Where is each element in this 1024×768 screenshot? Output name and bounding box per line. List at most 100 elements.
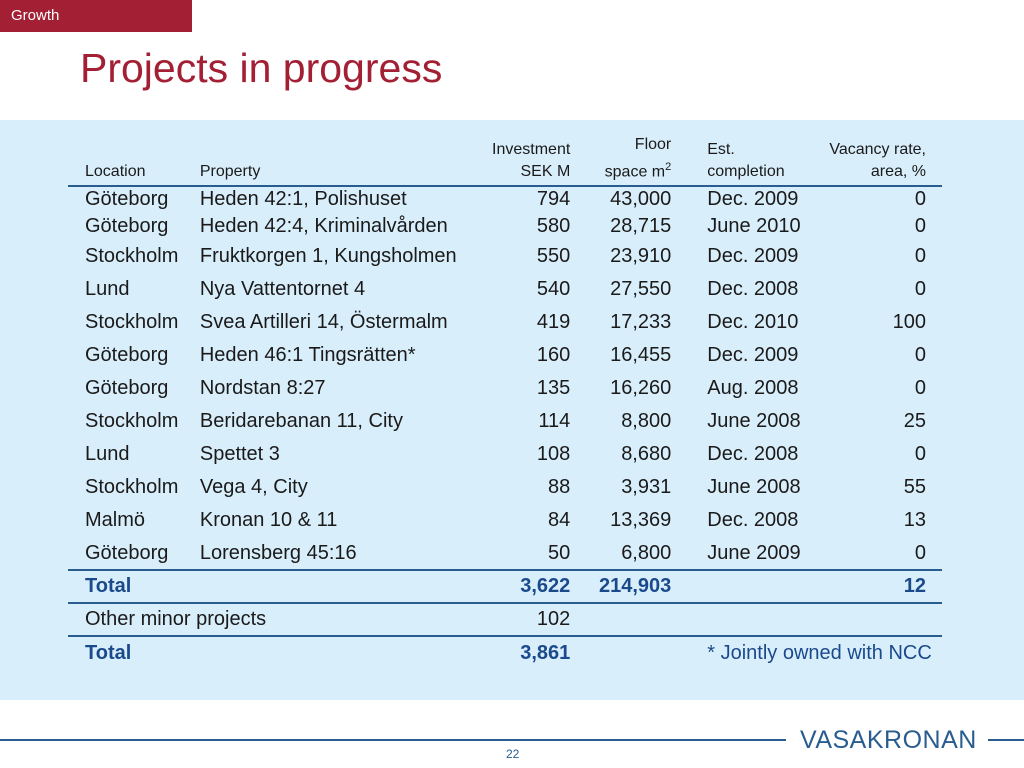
table-row: Lund Nya Vattentornet 4 540 27,550 Dec. 2008… — [68, 273, 942, 306]
other-projects-floor-space — [570, 602, 672, 637]
cell-floor-space: 13,369 — [610, 509, 672, 532]
cell-vacancy: 13 — [903, 509, 926, 532]
cell-investment: 84 — [548, 509, 571, 532]
cell-floor-space: 27,550 — [610, 278, 672, 301]
cell-investment: 108 — [536, 443, 571, 466]
grand-total-floor-space — [570, 635, 672, 670]
cell-completion: Dec. 2008 — [707, 509, 799, 532]
cell-completion: Dec. 2009 — [707, 245, 799, 268]
cell-investment: 419 — [536, 311, 571, 334]
subtotal-row: Total 3,622 214,903 12 — [68, 569, 942, 604]
cell-location: Göteborg — [85, 541, 169, 564]
cell-floor-space: 16,455 — [610, 344, 672, 367]
cell-floor-space: 8,800 — [621, 410, 672, 433]
cell-completion: Dec. 2009 — [707, 344, 799, 367]
cell-vacancy: 0 — [914, 214, 926, 237]
other-projects-investment: 102 — [486, 602, 571, 637]
table-row: Göteborg Lorensberg 45:16 50 6,800 June 2009… — [68, 537, 942, 570]
cell-investment: 580 — [536, 214, 571, 237]
cell-vacancy: 0 — [914, 377, 926, 400]
footer-rule-right — [988, 739, 1024, 741]
cell-location: Göteborg — [85, 188, 169, 211]
footnote: * Jointly owned with NCC — [671, 635, 942, 670]
header-vacancy-line2: area, % — [870, 163, 926, 181]
header-completion-line2: completion — [707, 163, 785, 181]
cell-location: Stockholm — [85, 476, 179, 499]
section-tag: Growth — [0, 0, 192, 32]
cell-property: Svea Artilleri 14, Östermalm — [199, 311, 448, 334]
cell-property: Heden 46:1 Tingsrätten* — [199, 344, 416, 367]
cell-property: Spettet 3 — [199, 443, 280, 466]
header-investment-line2: SEK M — [520, 163, 571, 181]
footer-rule-left — [0, 739, 786, 741]
cell-floor-space: 17,233 — [610, 311, 672, 334]
table-row: Stockholm Fruktkorgen 1, Kungsholmen 550 23… — [68, 240, 942, 273]
header-vacancy: Vacancy rate, area, % — [800, 134, 942, 188]
table-header-row: Location Property Investment SEK M Floor… — [68, 134, 942, 188]
grand-total-row: Total 3,861 * Jointly owned with NCC — [68, 635, 942, 670]
cell-vacancy: 0 — [914, 278, 926, 301]
cell-vacancy: 0 — [914, 188, 926, 211]
cell-location: Lund — [85, 443, 130, 466]
projects-table: Location Property Investment SEK M Floor… — [68, 134, 942, 670]
other-projects-row: Other minor projects 102 — [68, 602, 942, 637]
cell-investment: 540 — [536, 278, 571, 301]
cell-vacancy: 0 — [914, 541, 926, 564]
cell-completion: Aug. 2008 — [707, 377, 799, 400]
cell-property: Nya Vattentornet 4 — [199, 278, 366, 301]
subtotal-investment: 3,622 — [486, 569, 571, 604]
table-row: Malmö Kronan 10 & 11 84 13,369 Dec. 2008 13 — [68, 504, 942, 537]
cell-floor-space: 6,800 — [621, 541, 672, 564]
other-projects-label: Other minor projects — [68, 602, 487, 637]
cell-completion: Dec. 2008 — [707, 443, 799, 466]
subtotal-completion — [671, 569, 801, 604]
cell-vacancy: 0 — [914, 443, 926, 466]
cell-location: Stockholm — [85, 245, 179, 268]
table-row: Göteborg Heden 46:1 Tingsrätten* 160 16,455… — [68, 339, 942, 372]
cell-location: Lund — [85, 278, 130, 301]
cell-location: Göteborg — [85, 344, 169, 367]
header-vacancy-line1: Vacancy rate, — [829, 141, 926, 159]
cell-investment: 88 — [548, 476, 571, 499]
header-completion-line1: Est. — [707, 141, 735, 159]
cell-floor-space: 28,715 — [610, 214, 672, 237]
header-completion: Est. completion — [671, 134, 801, 188]
header-investment: Investment SEK M — [486, 134, 571, 188]
subtotal-floor-space: 214,903 — [570, 569, 672, 604]
cell-location: Malmö — [85, 509, 146, 532]
cell-vacancy: 55 — [903, 476, 926, 499]
table-row: Stockholm Vega 4, City 88 3,931 June 2008 55 — [68, 471, 942, 504]
header-floor-sup: 2 — [665, 161, 672, 173]
cell-completion: June 2008 — [707, 410, 801, 433]
cell-location: Stockholm — [85, 311, 179, 334]
cell-property: Kronan 10 & 11 — [199, 509, 338, 532]
cell-investment: 114 — [538, 410, 571, 433]
page-number: 22 — [506, 747, 520, 761]
cell-investment: 160 — [536, 344, 571, 367]
table-row: Göteborg Heden 42:4, Kriminalvården 580 28,… — [68, 212, 942, 240]
cell-investment: 50 — [548, 541, 571, 564]
other-projects-vacancy — [800, 602, 942, 637]
cell-location: Stockholm — [85, 410, 179, 433]
table-row: Göteborg Heden 42:1, Polishuset 794 43,000 D… — [68, 186, 942, 212]
subtotal-property — [193, 569, 487, 604]
cell-location: Göteborg — [85, 377, 169, 400]
grand-total-investment: 3,861 — [486, 635, 571, 670]
header-investment-line1: Investment — [492, 141, 571, 159]
cell-location: Göteborg — [85, 214, 169, 237]
cell-floor-space: 23,910 — [610, 245, 672, 268]
cell-completion: Dec. 2010 — [707, 311, 799, 334]
cell-floor-space: 16,260 — [610, 377, 672, 400]
cell-property: Heden 42:4, Kriminalvården — [199, 214, 448, 237]
cell-vacancy: 25 — [903, 410, 926, 433]
cell-property: Lorensberg 45:16 — [199, 541, 357, 564]
header-floor-line2: space m — [604, 163, 666, 181]
subtotal-vacancy: 12 — [800, 569, 942, 604]
cell-property: Fruktkorgen 1, Kungsholmen — [199, 245, 457, 268]
cell-property: Heden 42:1, Polishuset — [199, 188, 407, 211]
page-title: Projects in progress — [80, 45, 443, 91]
cell-property: Beridarebanan 11, City — [199, 410, 403, 433]
cell-investment: 550 — [536, 245, 571, 268]
grand-total-label: Total — [68, 635, 487, 670]
table-row: Göteborg Nordstan 8:27 135 16,260 Aug. 2008 0 — [68, 372, 942, 405]
